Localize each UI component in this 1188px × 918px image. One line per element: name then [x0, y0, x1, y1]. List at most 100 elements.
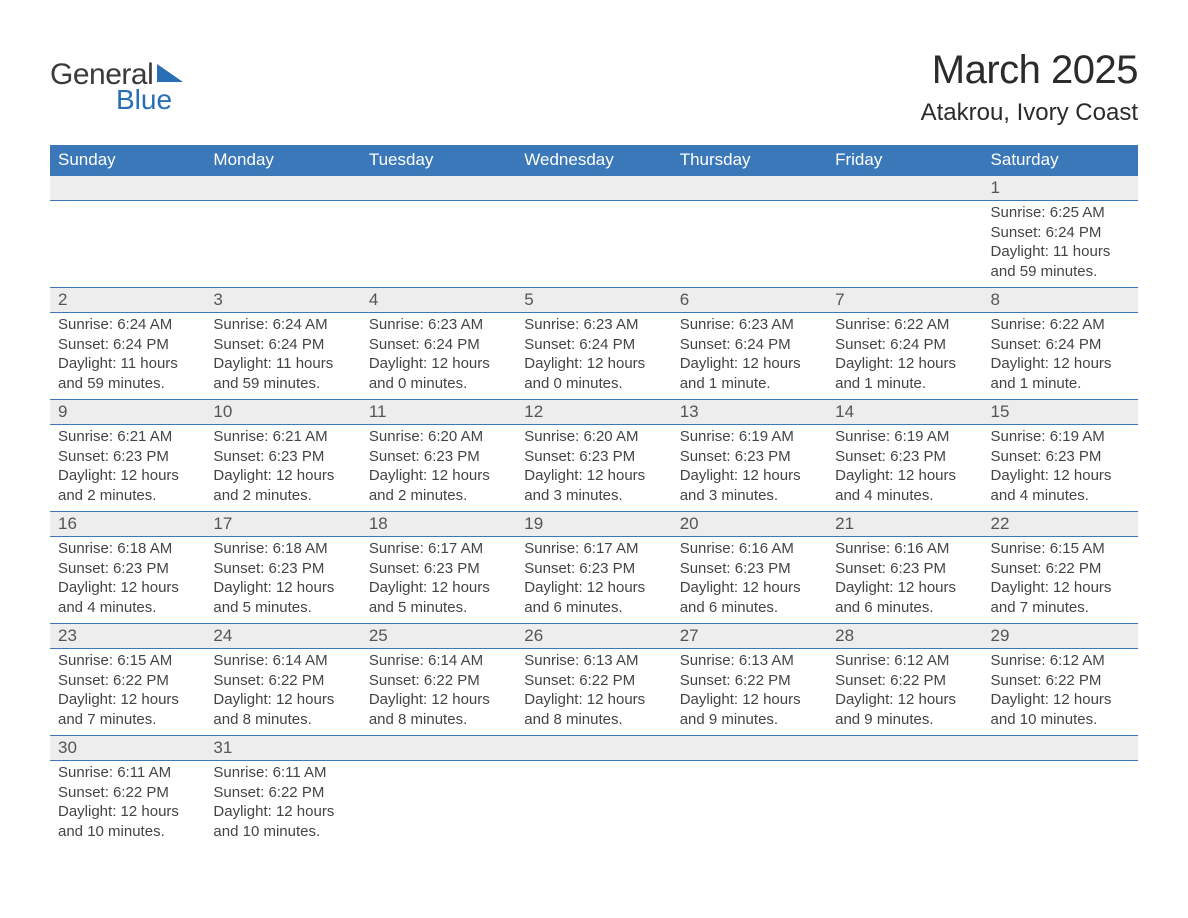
day-number: 26	[516, 624, 671, 649]
sunset-text: Sunset: 6:23 PM	[58, 559, 197, 579]
sunrise-text: Sunrise: 6:18 AM	[213, 539, 352, 559]
day-number: 21	[827, 512, 982, 537]
day-number: 27	[672, 624, 827, 649]
sunset-text: Sunset: 6:22 PM	[213, 671, 352, 691]
daylight-text: Daylight: 12 hours and 7 minutes.	[991, 578, 1130, 617]
sunrise-text: Sunrise: 6:17 AM	[369, 539, 508, 559]
daylight-text: Daylight: 12 hours and 0 minutes.	[369, 354, 508, 393]
week-body-row: Sunrise: 6:24 AMSunset: 6:24 PMDaylight:…	[50, 313, 1138, 400]
day-detail: Sunrise: 6:19 AMSunset: 6:23 PMDaylight:…	[983, 425, 1138, 512]
daylight-text: Daylight: 12 hours and 2 minutes.	[369, 466, 508, 505]
day-detail: Sunrise: 6:21 AMSunset: 6:23 PMDaylight:…	[50, 425, 205, 512]
title-block: March 2025 Atakrou, Ivory Coast	[921, 48, 1138, 127]
day-number: 25	[361, 624, 516, 649]
day-number: 7	[827, 288, 982, 313]
day-header-row: SundayMondayTuesdayWednesdayThursdayFrid…	[50, 145, 1138, 176]
sunrise-text: Sunrise: 6:22 AM	[991, 315, 1130, 335]
sunset-text: Sunset: 6:22 PM	[58, 783, 197, 803]
day-detail: Sunrise: 6:16 AMSunset: 6:23 PMDaylight:…	[672, 537, 827, 624]
sunset-text: Sunset: 6:22 PM	[991, 671, 1130, 691]
daylight-text: Daylight: 12 hours and 2 minutes.	[213, 466, 352, 505]
day-detail	[361, 761, 516, 848]
day-detail: Sunrise: 6:17 AMSunset: 6:23 PMDaylight:…	[361, 537, 516, 624]
sunrise-text: Sunrise: 6:16 AM	[835, 539, 974, 559]
daylight-text: Daylight: 12 hours and 8 minutes.	[213, 690, 352, 729]
day-number: 14	[827, 400, 982, 425]
day-detail: Sunrise: 6:23 AMSunset: 6:24 PMDaylight:…	[361, 313, 516, 400]
day-number	[516, 176, 671, 201]
sunset-text: Sunset: 6:22 PM	[213, 783, 352, 803]
day-number: 1	[983, 176, 1138, 201]
day-number: 3	[205, 288, 360, 313]
day-detail: Sunrise: 6:24 AMSunset: 6:24 PMDaylight:…	[205, 313, 360, 400]
day-number: 2	[50, 288, 205, 313]
sunrise-text: Sunrise: 6:20 AM	[524, 427, 663, 447]
day-header: Tuesday	[361, 145, 516, 176]
sunrise-text: Sunrise: 6:15 AM	[991, 539, 1130, 559]
daylight-text: Daylight: 12 hours and 4 minutes.	[991, 466, 1130, 505]
day-number: 11	[361, 400, 516, 425]
week-body-row: Sunrise: 6:25 AMSunset: 6:24 PMDaylight:…	[50, 201, 1138, 288]
day-number: 28	[827, 624, 982, 649]
day-number: 22	[983, 512, 1138, 537]
logo-triangle-icon	[157, 64, 183, 82]
day-detail: Sunrise: 6:18 AMSunset: 6:23 PMDaylight:…	[205, 537, 360, 624]
day-number: 18	[361, 512, 516, 537]
sunrise-text: Sunrise: 6:19 AM	[991, 427, 1130, 447]
day-detail: Sunrise: 6:15 AMSunset: 6:22 PMDaylight:…	[983, 537, 1138, 624]
day-detail: Sunrise: 6:12 AMSunset: 6:22 PMDaylight:…	[983, 649, 1138, 736]
day-detail: Sunrise: 6:14 AMSunset: 6:22 PMDaylight:…	[361, 649, 516, 736]
sunset-text: Sunset: 6:23 PM	[369, 447, 508, 467]
day-number: 12	[516, 400, 671, 425]
sunrise-text: Sunrise: 6:14 AM	[369, 651, 508, 671]
sunrise-text: Sunrise: 6:13 AM	[680, 651, 819, 671]
daylight-text: Daylight: 12 hours and 10 minutes.	[991, 690, 1130, 729]
week-daynum-row: 23242526272829	[50, 624, 1138, 649]
day-number: 29	[983, 624, 1138, 649]
day-detail: Sunrise: 6:14 AMSunset: 6:22 PMDaylight:…	[205, 649, 360, 736]
sunrise-text: Sunrise: 6:22 AM	[835, 315, 974, 335]
sunset-text: Sunset: 6:23 PM	[58, 447, 197, 467]
day-detail	[516, 761, 671, 848]
day-number: 4	[361, 288, 516, 313]
day-number: 24	[205, 624, 360, 649]
logo: General Blue	[50, 58, 183, 116]
daylight-text: Daylight: 11 hours and 59 minutes.	[58, 354, 197, 393]
week-daynum-row: 3031	[50, 736, 1138, 761]
daylight-text: Daylight: 12 hours and 4 minutes.	[835, 466, 974, 505]
day-detail: Sunrise: 6:22 AMSunset: 6:24 PMDaylight:…	[827, 313, 982, 400]
day-detail	[672, 761, 827, 848]
day-detail: Sunrise: 6:20 AMSunset: 6:23 PMDaylight:…	[516, 425, 671, 512]
sunset-text: Sunset: 6:23 PM	[991, 447, 1130, 467]
sunset-text: Sunset: 6:24 PM	[369, 335, 508, 355]
sunset-text: Sunset: 6:23 PM	[213, 447, 352, 467]
day-detail: Sunrise: 6:19 AMSunset: 6:23 PMDaylight:…	[827, 425, 982, 512]
sunrise-text: Sunrise: 6:23 AM	[369, 315, 508, 335]
daylight-text: Daylight: 12 hours and 8 minutes.	[524, 690, 663, 729]
sunrise-text: Sunrise: 6:19 AM	[835, 427, 974, 447]
daylight-text: Daylight: 11 hours and 59 minutes.	[213, 354, 352, 393]
day-number	[205, 176, 360, 201]
day-detail: Sunrise: 6:25 AMSunset: 6:24 PMDaylight:…	[983, 201, 1138, 288]
daylight-text: Daylight: 12 hours and 0 minutes.	[524, 354, 663, 393]
day-number	[672, 736, 827, 761]
day-detail: Sunrise: 6:18 AMSunset: 6:23 PMDaylight:…	[50, 537, 205, 624]
day-number	[827, 736, 982, 761]
day-number: 6	[672, 288, 827, 313]
day-number: 9	[50, 400, 205, 425]
sunset-text: Sunset: 6:23 PM	[680, 559, 819, 579]
sunset-text: Sunset: 6:22 PM	[991, 559, 1130, 579]
day-number: 31	[205, 736, 360, 761]
daylight-text: Daylight: 12 hours and 3 minutes.	[680, 466, 819, 505]
week-body-row: Sunrise: 6:15 AMSunset: 6:22 PMDaylight:…	[50, 649, 1138, 736]
sunrise-text: Sunrise: 6:20 AM	[369, 427, 508, 447]
day-number: 17	[205, 512, 360, 537]
sunset-text: Sunset: 6:23 PM	[524, 447, 663, 467]
week-daynum-row: 9101112131415	[50, 400, 1138, 425]
daylight-text: Daylight: 12 hours and 3 minutes.	[524, 466, 663, 505]
sunset-text: Sunset: 6:23 PM	[835, 559, 974, 579]
sunrise-text: Sunrise: 6:24 AM	[213, 315, 352, 335]
sunset-text: Sunset: 6:24 PM	[680, 335, 819, 355]
sunset-text: Sunset: 6:23 PM	[680, 447, 819, 467]
day-number	[516, 736, 671, 761]
